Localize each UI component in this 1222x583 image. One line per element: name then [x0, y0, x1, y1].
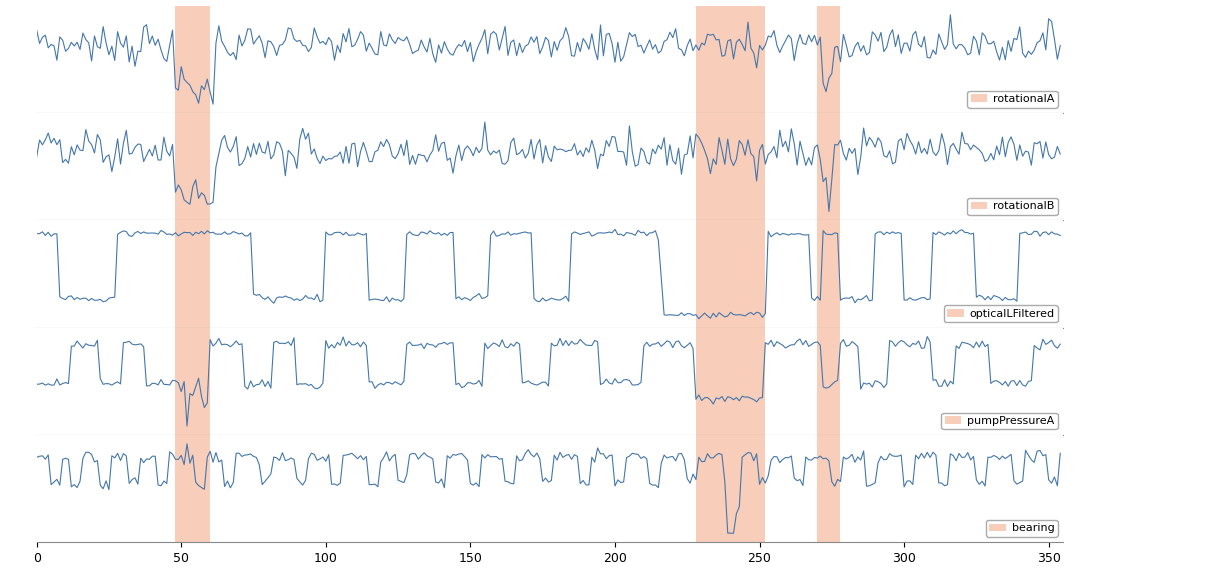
Bar — [695, 6, 765, 113]
Bar — [818, 435, 841, 542]
Bar — [176, 328, 210, 435]
Bar — [176, 113, 210, 220]
Bar — [818, 113, 841, 220]
Legend: bearing: bearing — [986, 520, 1057, 536]
Bar — [695, 113, 765, 220]
Bar — [695, 328, 765, 435]
Legend: pumpPressureA: pumpPressureA — [941, 413, 1057, 429]
Legend: rotationalB: rotationalB — [968, 198, 1057, 215]
Legend: opticalLFiltered: opticalLFiltered — [943, 305, 1057, 322]
Legend: rotationalA: rotationalA — [968, 91, 1057, 107]
Bar — [695, 220, 765, 328]
Bar — [176, 6, 210, 113]
Bar — [818, 220, 841, 328]
Bar — [695, 435, 765, 542]
Bar — [818, 328, 841, 435]
Bar — [176, 220, 210, 328]
Bar — [818, 6, 841, 113]
Bar — [176, 435, 210, 542]
